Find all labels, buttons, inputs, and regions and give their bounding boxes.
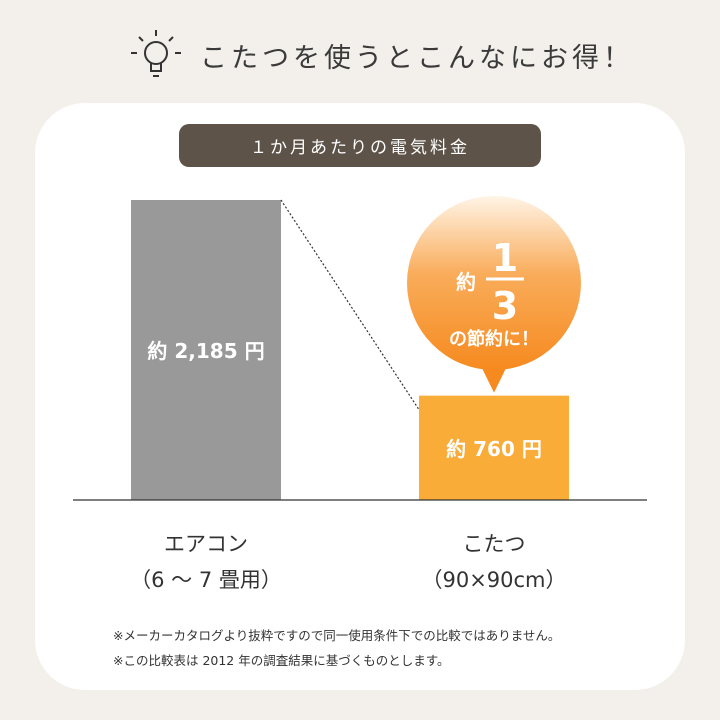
category-name: エアコン <box>164 532 248 556</box>
connector-line <box>280 199 420 410</box>
category-detail: （6 〜 7 畳用） <box>130 568 282 592</box>
data-label: 約 760 円 <box>446 437 542 461</box>
category-name: こたつ <box>462 532 526 556</box>
lightbulb-icon <box>125 25 185 85</box>
data-label: 約 2,185 円 <box>147 339 264 363</box>
callout-suffix: の節約に！ <box>449 328 539 350</box>
category-label-kotatsu: こたつ （90×90cm） <box>394 526 594 598</box>
page-title: こたつを使うとこんなにお得！ <box>200 43 634 74</box>
callout-numerator: 1 <box>492 236 518 280</box>
category-detail: （90×90cm） <box>421 568 567 592</box>
callout-bubble <box>407 196 581 370</box>
callout-prefix: 約 <box>456 270 476 294</box>
bar <box>131 200 281 500</box>
category-label-aircon: エアコン （6 〜 7 畳用） <box>106 526 306 598</box>
footnote: ※この比較表は 2012 年の調査結果に基づくものとします。 <box>113 653 450 668</box>
footnote: ※メーカーカタログより抜粋ですので同一使用条件下での比較ではありません。 <box>113 628 561 643</box>
bar <box>419 395 569 500</box>
callout-denominator: 3 <box>492 284 518 328</box>
chart-title: １か月あたりの電気料金 <box>179 124 541 167</box>
